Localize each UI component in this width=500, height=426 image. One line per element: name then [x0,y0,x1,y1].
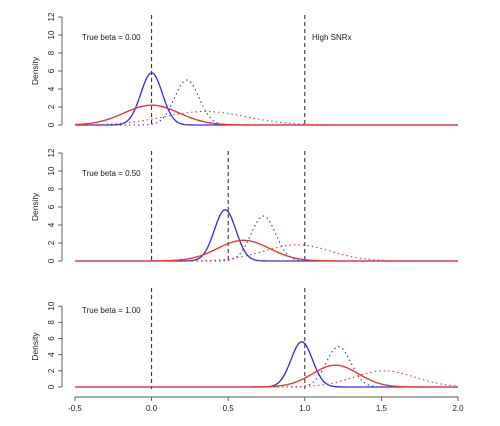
x-tick-label: 0.0 [146,404,158,413]
density-curve-6 [74,110,458,126]
density-curve-1 [75,72,458,126]
y-axis-label: Density [30,192,40,221]
panel-1: 0 2 4 6 8 10 12 Density True beta = 0.00 High SNR… [30,12,458,127]
panel-annotation: True beta = 0.50 [82,169,141,178]
panel-2: 0 2 4 6 8 10 12 Density True beta = 0.50 [30,148,458,263]
density-curve-1 [75,209,458,262]
density-curve-1 [75,341,458,388]
y-tick-label: 8 [47,50,56,55]
panel-annotation: True beta = 0.00 [82,33,141,42]
density-curve-6 [75,244,458,262]
y-tick-label: 0 [47,384,56,389]
y-tick-label: 2 [47,104,56,109]
y-tick-label: 4 [47,86,56,91]
y-tick-label: 8 [47,186,56,191]
y-tick-label: 12 [47,148,56,157]
y-axis-label: Density [30,332,40,361]
x-tick-label: 1.0 [299,404,311,413]
density-curve-2 [75,72,458,126]
density-curve-4 [75,239,458,262]
x-tick-label: -0.5 [68,404,82,413]
density-curve-4 [75,364,458,388]
y-tick-label: 6 [47,204,56,209]
y-tick-label: 0 [47,258,56,263]
density-curve-3 [75,79,458,126]
panel-annotation-right: High SNRx [312,33,352,42]
y-tick-label: 4 [47,352,56,357]
y-tick-label: 10 [47,301,56,310]
y-tick-label: 8 [47,320,56,325]
y-tick-label: 2 [47,368,56,373]
y-tick-label: 2 [47,240,56,245]
x-tick-label: 0.5 [223,404,235,413]
x-tick-label: 1.5 [376,404,388,413]
density-curve-3 [75,346,458,388]
panel-3: 0 2 4 6 8 10 Density True beta = 1.00 -0.5 0.0 0.5… [30,288,464,413]
density-curve-6 [75,370,459,388]
density-curve-3 [75,215,458,262]
y-tick-label: 0 [47,122,56,127]
density-curve-5 [75,239,458,262]
density-curve-5 [75,364,458,388]
y-axis-label: Density [30,56,40,85]
y-tick-label: 4 [47,222,56,227]
density-curve-2 [75,209,458,262]
y-tick-label: 10 [47,166,56,175]
y-tick-label: 6 [47,68,56,73]
y-tick-label: 12 [47,12,56,21]
y-tick-label: 6 [47,336,56,341]
panel-annotation: True beta = 1.00 [82,306,141,315]
y-tick-label: 10 [47,30,56,39]
density-curve-5 [74,104,458,126]
x-tick-label: 2.0 [452,404,464,413]
density-curve-2 [75,341,458,388]
